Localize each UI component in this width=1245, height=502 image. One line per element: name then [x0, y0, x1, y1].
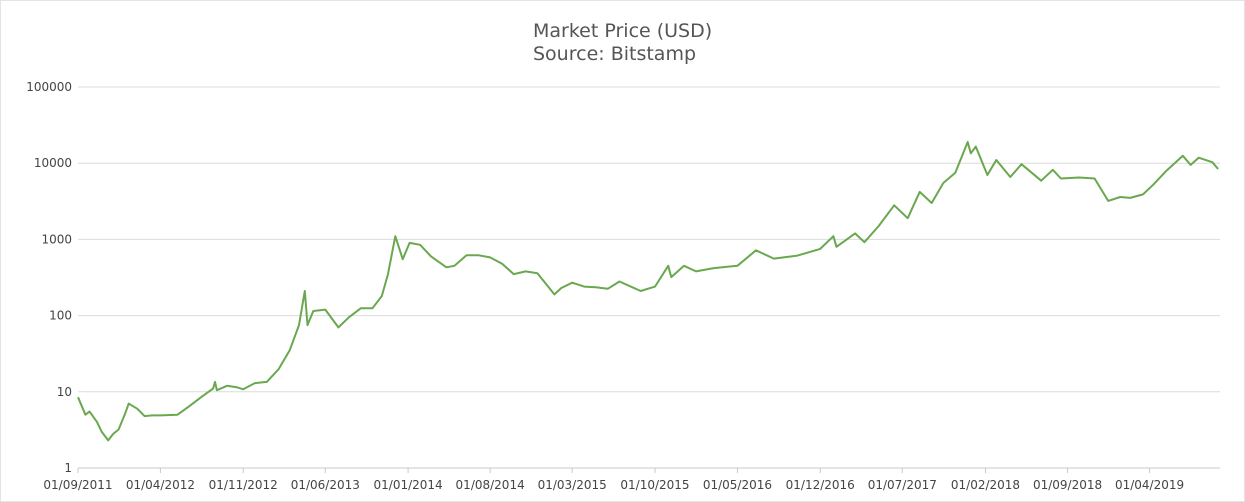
chart-title-block: Market Price (USD) Source: Bitstamp [533, 20, 712, 66]
x-tick-label: 01/11/2012 [209, 478, 278, 492]
x-tick-label: 01/10/2015 [620, 478, 689, 492]
y-tick-label: 1000 [41, 232, 72, 246]
grid-lines [78, 86, 1220, 469]
x-tick-label: 01/07/2017 [868, 478, 937, 492]
x-tick-label: 01/09/2011 [43, 478, 112, 492]
x-tick-label: 01/06/2013 [291, 478, 360, 492]
price-series-line [77, 141, 1219, 442]
y-tick-label: 10000 [34, 156, 72, 170]
x-tick-label: 01/08/2014 [456, 478, 525, 492]
x-tick-label: 01/02/2018 [951, 478, 1020, 492]
chart-title: Market Price (USD) [533, 20, 713, 42]
x-tick-label: 01/03/2015 [538, 478, 607, 492]
series-group [77, 141, 1219, 442]
x-tick-label: 01/12/2016 [786, 478, 855, 492]
y-axis-ticks: 1 10 100 1000 10000 100000 [26, 80, 72, 475]
x-tick-label: 01/04/2019 [1115, 478, 1184, 492]
y-tick-label: 100 [49, 309, 72, 323]
x-tick-label: 01/04/2012 [126, 478, 195, 492]
x-axis-ticks: 01/09/2011 01/04/2012 01/11/2012 01/06/2013… [43, 467, 1220, 492]
chart-subtitle: Source: Bitstamp [533, 43, 697, 65]
y-tick-label: 1 [64, 461, 72, 475]
x-tick-label: 01/09/2018 [1033, 478, 1102, 492]
y-tick-label: 10 [57, 385, 72, 399]
x-tick-label: 01/05/2016 [703, 478, 772, 492]
y-tick-label: 100000 [26, 80, 72, 94]
x-tick-label: 01/01/2014 [374, 478, 443, 492]
